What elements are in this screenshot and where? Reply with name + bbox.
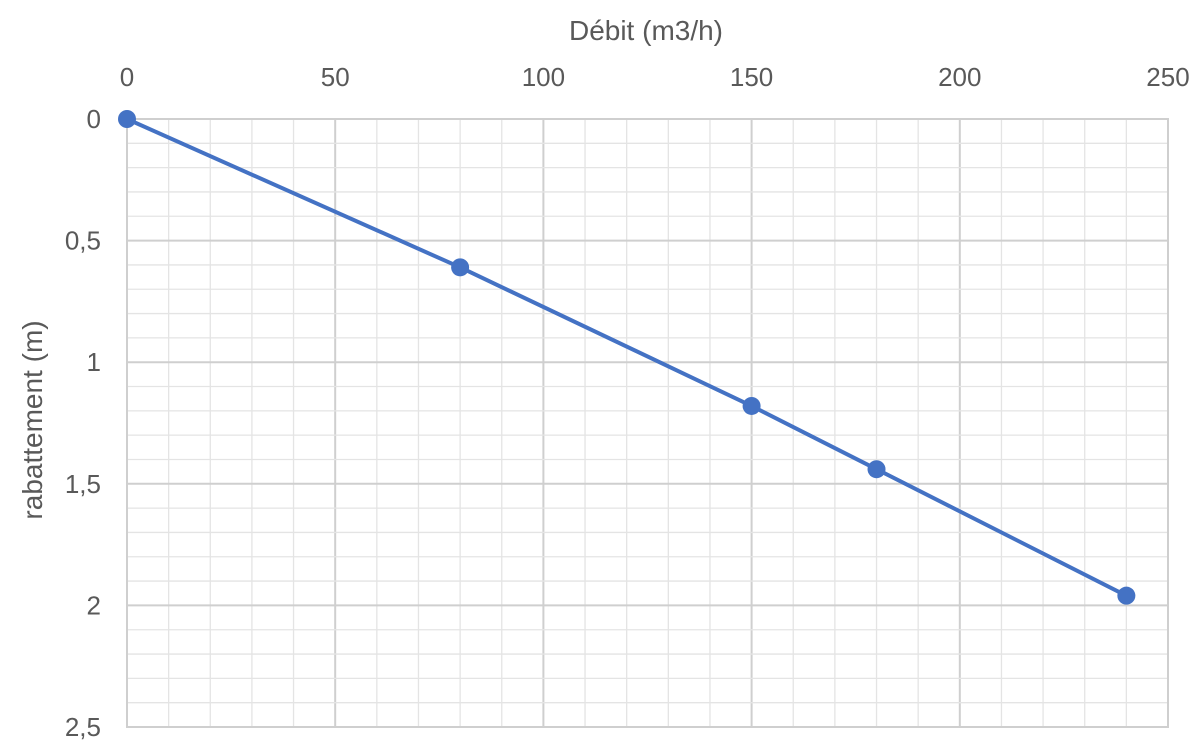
y-tick-label: 2,5 bbox=[65, 712, 101, 742]
x-axis-tick-labels: 0 50 100 150 200 250 bbox=[120, 62, 1190, 92]
grid bbox=[126, 118, 1169, 728]
y-tick-label: 0,5 bbox=[65, 226, 101, 256]
plot-area-frame bbox=[126, 118, 1169, 728]
x-tick-label: 150 bbox=[730, 62, 773, 92]
x-tick-label: 250 bbox=[1146, 62, 1189, 92]
y-tick-label: 1 bbox=[87, 347, 101, 377]
y-tick-label: 2 bbox=[87, 590, 101, 620]
x-axis-title: Débit (m3/h) bbox=[569, 15, 723, 46]
y-tick-label: 1,5 bbox=[65, 469, 101, 499]
data-point-marker bbox=[867, 460, 886, 479]
x-tick-label: 50 bbox=[321, 62, 350, 92]
x-tick-label: 200 bbox=[938, 62, 981, 92]
data-point-marker bbox=[1117, 586, 1136, 605]
data-point-marker bbox=[742, 396, 761, 415]
y-tick-label: 0 bbox=[87, 104, 101, 134]
y-axis-title: rabattement (m) bbox=[17, 320, 48, 519]
x-tick-label: 100 bbox=[522, 62, 565, 92]
x-tick-label: 0 bbox=[120, 62, 134, 92]
series-layer bbox=[118, 110, 1136, 605]
data-point-marker bbox=[118, 110, 136, 128]
data-point-marker bbox=[451, 258, 470, 277]
y-axis-tick-labels: 0 0,5 1 1,5 2 2,5 bbox=[65, 104, 101, 742]
